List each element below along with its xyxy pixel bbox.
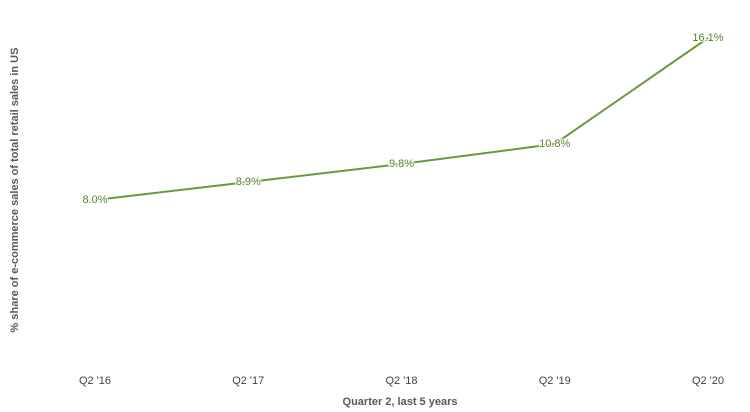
x-tick-label: Q2 '16 bbox=[79, 375, 111, 387]
value-label: 10.8% bbox=[539, 138, 570, 150]
x-tick-label: Q2 '18 bbox=[385, 375, 417, 387]
x-axis-title: Quarter 2, last 5 years bbox=[343, 396, 458, 408]
value-label: 16.1% bbox=[692, 32, 723, 44]
value-label: 8.9% bbox=[236, 176, 261, 188]
line bbox=[94, 37, 709, 201]
x-tick-label: Q2 '20 bbox=[692, 375, 724, 387]
value-label: 9.8% bbox=[389, 158, 414, 170]
x-tick-label: Q2 '17 bbox=[232, 375, 264, 387]
value-label: 8.0% bbox=[82, 194, 107, 206]
y-axis-title: % share of e-commerce sales of total ret… bbox=[9, 48, 21, 333]
x-tick-label: Q2 '19 bbox=[539, 375, 571, 387]
